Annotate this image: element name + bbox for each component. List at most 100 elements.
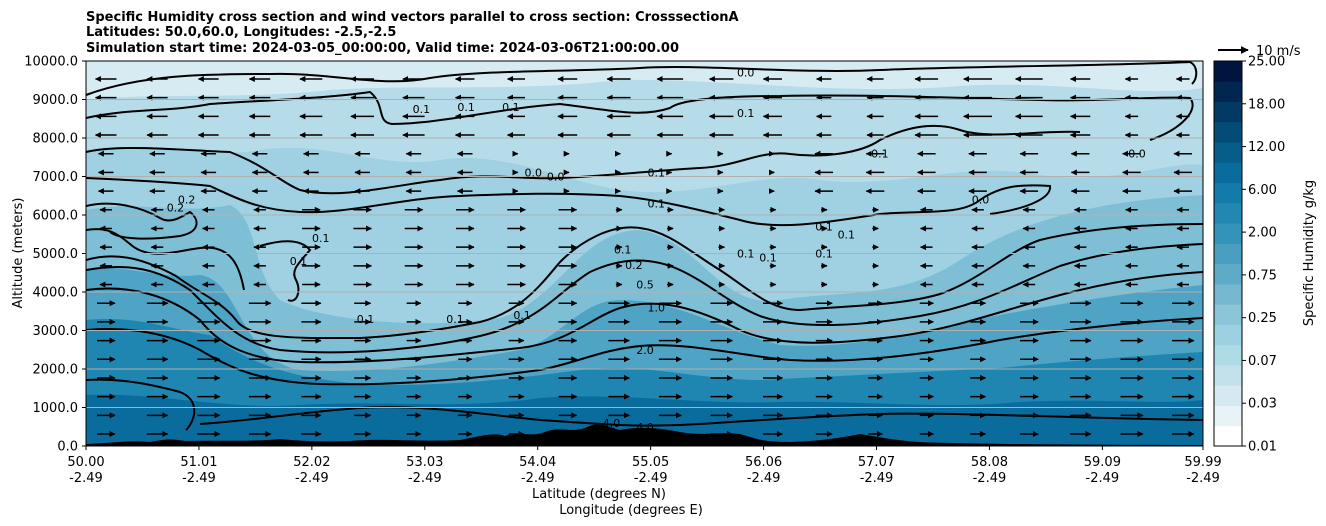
colorbar-segment	[1214, 182, 1242, 204]
y-tick-label: 3000.0	[33, 324, 79, 339]
y-axis-label: Altitude (meters)	[11, 198, 26, 309]
colorbar-segment	[1214, 101, 1242, 123]
colorbar-frame	[1213, 60, 1243, 447]
x-tick-label-lon: -2.49	[860, 471, 894, 486]
colorbar-segment	[1214, 405, 1242, 427]
colorbar-segment	[1214, 243, 1242, 265]
title-line-3: Simulation start time: 2024-03-05_00:00:…	[86, 41, 679, 56]
colorbar-segment	[1214, 425, 1242, 447]
x-tick-label-lat: 54.04	[519, 455, 556, 470]
contour-label: 4.0	[603, 417, 621, 430]
colorbar-segment	[1214, 263, 1242, 285]
colorbar-segment	[1214, 324, 1242, 346]
contour-0-1-mid	[86, 124, 1081, 195]
colorbar-segment	[1214, 385, 1242, 406]
colorbar-tick-label: 6.00	[1248, 183, 1277, 198]
x-tick-label-lat: 58.08	[971, 455, 1008, 470]
contour-label: 0.1	[290, 255, 308, 268]
x-tick-label-lon: -2.49	[521, 471, 555, 486]
x-tick-label-lat: 52.02	[293, 455, 330, 470]
colorbar-segment	[1214, 344, 1242, 366]
y-tick-label: 5000.0	[33, 247, 79, 262]
contour-label: 0.2	[625, 259, 643, 272]
chart-title: Specific Humidity cross section and wind…	[86, 10, 739, 56]
contour-label: 0.1	[815, 221, 833, 234]
contour-label: 0.1	[312, 232, 330, 245]
contour-label: 0.1	[413, 103, 431, 116]
contour-label: 0.1	[614, 244, 632, 257]
contour-label: 0.5	[636, 278, 654, 291]
contour-label: 0.1	[815, 248, 833, 261]
x-tick-label-lon: -2.49	[408, 471, 442, 486]
y-axis: 0.0 1000.0 2000.0 3000.0 4000.0 5000.0 6000.0 7…	[24, 55, 86, 455]
contour-1-0	[86, 271, 1203, 364]
colorbar-tick-label: 0.03	[1248, 397, 1277, 412]
contour-0-2	[86, 223, 1203, 340]
x-axis: 50.00-2.4951.01-2.4952.02-2.4953.03-2.49…	[67, 446, 1222, 486]
contour-label: 0.1	[647, 197, 665, 210]
title-line-1: Specific Humidity cross section and wind…	[86, 10, 739, 25]
contour-0-0-mid	[86, 177, 1051, 227]
colorbar-segment	[1214, 364, 1242, 386]
colorbar-segment	[1214, 121, 1242, 143]
colorbar-tick-label: 2.00	[1248, 226, 1277, 241]
y-tick-label: 7000.0	[33, 170, 79, 185]
y-tick-label: 2000.0	[33, 363, 79, 378]
y-tick-label: 9000.0	[33, 93, 79, 108]
contour-label: 0.1	[871, 147, 889, 160]
contour-label: 1.0	[647, 301, 665, 314]
contour-label: 0.1	[513, 309, 531, 322]
x-tick-label-lat: 53.03	[406, 455, 443, 470]
contour-0-5	[86, 243, 1203, 354]
colorbar-segment	[1214, 61, 1242, 82]
contour-0-0-upper	[86, 61, 1198, 96]
colorbar-tick-label: 25.00	[1248, 55, 1285, 70]
x-tick-label-lat: 57.07	[858, 455, 895, 470]
contour-label: 0.1	[457, 101, 475, 114]
contour-label: 0.0	[547, 171, 565, 184]
contour-4-0	[199, 406, 1203, 427]
contour-label: 0.2	[178, 194, 196, 207]
x-tick-label-lon: -2.49	[182, 471, 216, 486]
x-tick-label-lat: 59.99	[1184, 455, 1221, 470]
contour-label: 0.1	[759, 251, 777, 264]
contour-label: 0.1	[446, 313, 464, 326]
colorbar-label: Specific Humidity g/kg	[1302, 180, 1317, 326]
x-tick-label-lat: 56.06	[745, 455, 782, 470]
colorbar-tick-label: 0.25	[1248, 311, 1277, 326]
x-tick-label-lon: -2.49	[973, 471, 1007, 486]
colorbar-tick-label: 12.00	[1248, 140, 1285, 155]
contour-label: 2.0	[636, 344, 654, 357]
contour-label: 0.1	[838, 228, 856, 241]
x-tick-label-lon: -2.49	[1186, 471, 1220, 486]
terrain	[86, 424, 1203, 446]
y-tick-label: 6000.0	[33, 209, 79, 224]
contour-label: 0.0	[1128, 147, 1146, 160]
y-tick-label: 1000.0	[33, 401, 79, 416]
contour-label: 0.1	[502, 101, 520, 114]
colorbar-tick-label: 0.07	[1248, 354, 1277, 369]
colorbar-segment	[1214, 304, 1242, 325]
contour-label: 0.0	[737, 67, 755, 80]
x-tick-label-lat: 50.00	[67, 455, 104, 470]
contour-label: 0.0	[524, 167, 542, 180]
contour-labels: 0.00.10.1 0.1 0.10.0 0.0 0.10.10.1 0.00.00.20…	[167, 67, 1146, 434]
grid-lines	[86, 61, 1203, 446]
contour-label: 0.1	[647, 167, 665, 180]
colorbar-segment	[1214, 223, 1242, 244]
y-tick-label: 8000.0	[33, 132, 79, 147]
contour-label: 0.1	[737, 248, 755, 261]
x-tick-label-lon: -2.49	[295, 471, 329, 486]
y-tick-label: 0.0	[57, 440, 78, 455]
colorbar-tick-label: 18.00	[1248, 97, 1285, 112]
contour-label: 0.2	[167, 201, 185, 214]
colorbar-segment	[1214, 142, 1242, 163]
y-tick-label: 4000.0	[33, 286, 79, 301]
colorbar-tick-label: 0.01	[1248, 440, 1277, 455]
contour-label: 4.0	[636, 421, 654, 434]
x-tick-label-lat: 55.05	[632, 455, 669, 470]
title-line-2: Latitudes: 50.0,60.0, Longitudes: -2.5,-…	[86, 25, 396, 40]
contour-label: 0.1	[737, 107, 755, 120]
colorbar-tick-label: 0.75	[1248, 268, 1277, 283]
